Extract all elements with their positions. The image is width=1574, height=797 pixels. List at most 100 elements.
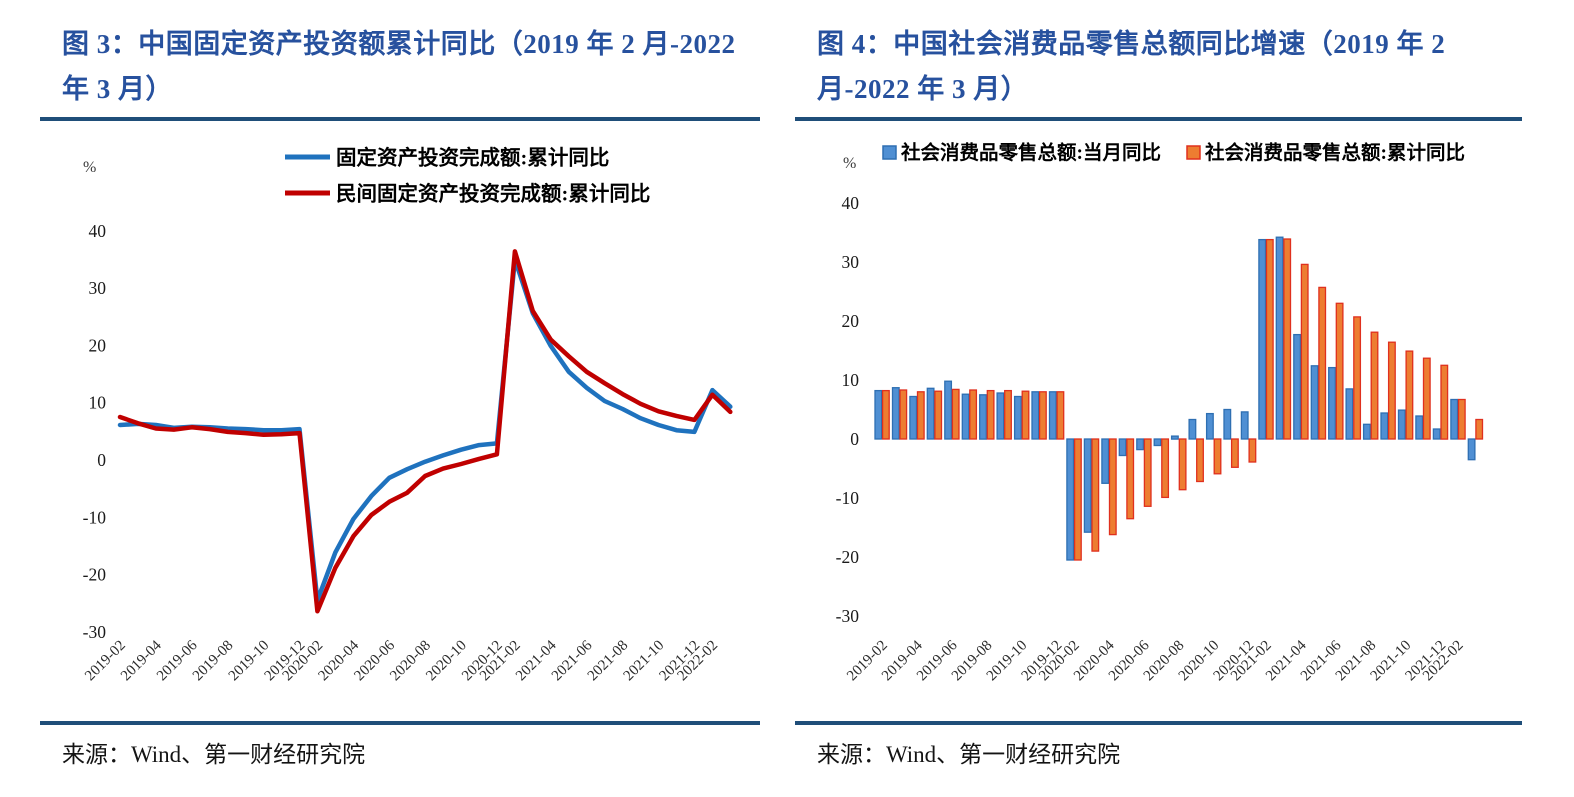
y-axis-tick-label: -30 <box>836 606 860 626</box>
figure4-source: 来源：Wind、第一财经研究院 <box>817 742 1121 767</box>
y-axis-tick-label: 40 <box>842 193 860 213</box>
bar <box>1048 391 1057 440</box>
bar <box>1031 391 1040 440</box>
bar <box>1335 302 1344 440</box>
bar <box>916 391 925 440</box>
bar <box>1265 238 1274 440</box>
bar <box>1328 366 1336 440</box>
bar <box>1004 389 1012 440</box>
bar <box>1153 438 1162 447</box>
figure4-title-rule <box>795 117 1522 121</box>
bar <box>1275 236 1284 440</box>
bar <box>1353 316 1362 440</box>
bar <box>1056 391 1065 440</box>
bar <box>1178 438 1187 491</box>
y-axis-tick-label: 10 <box>89 393 107 413</box>
y-axis-tick-label: -20 <box>836 547 860 567</box>
bar <box>1293 333 1302 440</box>
bar <box>1450 398 1459 440</box>
line-series-1 <box>117 249 733 614</box>
legend-swatch-square <box>1186 145 1201 160</box>
bar <box>986 389 995 440</box>
bar <box>969 389 978 440</box>
legend-label: 社会消费品零售总额:当月同比 <box>900 141 1161 164</box>
bar <box>1310 365 1319 440</box>
bar <box>1258 238 1267 440</box>
bar <box>1432 428 1441 440</box>
bar <box>874 389 883 440</box>
bar <box>1318 286 1327 440</box>
bar <box>1405 350 1414 440</box>
bar <box>1345 388 1354 440</box>
line-series-0 <box>117 257 733 603</box>
bar <box>1230 438 1239 468</box>
y-axis-tick-label: 0 <box>97 450 106 470</box>
legend-label: 固定资产投资完成额:累计同比 <box>336 146 609 170</box>
bar <box>951 388 960 440</box>
bar <box>891 387 900 440</box>
figure4-title: 图 4：中国社会消费品零售总额同比增速（2019 年 2 月-2022 年 3 … <box>817 29 1446 104</box>
figure3-title: 图 3：中国固定资产投资额累计同比（2019 年 2 月-2022 年 3 月） <box>62 29 736 104</box>
bar <box>1380 412 1389 440</box>
bar <box>1161 438 1170 499</box>
y-axis-tick-label: -20 <box>83 565 107 585</box>
bar <box>1457 398 1466 440</box>
figure3-source: 来源：Wind、第一财经研究院 <box>62 742 366 767</box>
bar <box>1440 364 1449 440</box>
bar <box>1038 391 1047 440</box>
bar <box>1415 415 1424 440</box>
bar <box>934 390 943 440</box>
bar <box>1475 418 1484 440</box>
bar <box>1205 412 1214 440</box>
bar <box>909 395 918 440</box>
bar <box>996 392 1005 440</box>
y-axis-tick-label: 30 <box>89 278 107 298</box>
bar <box>1283 238 1292 440</box>
y-axis-tick-label: -30 <box>83 622 107 642</box>
bar <box>1370 331 1379 440</box>
legend-swatch-square <box>882 145 897 160</box>
bar <box>1223 408 1232 440</box>
bar <box>1300 263 1309 440</box>
bar <box>1422 357 1431 440</box>
y-axis-tick-label: 30 <box>842 252 860 272</box>
y-axis-tick-label: 10 <box>842 370 860 390</box>
figure4-footer-rule <box>795 721 1522 725</box>
y-axis-unit-label: % <box>83 159 96 176</box>
bar-series-1 <box>881 238 1484 561</box>
bar <box>1013 395 1022 440</box>
bar <box>1248 438 1257 463</box>
y-axis-tick-label: -10 <box>836 488 860 508</box>
figure3-line-chart: %403020100-10-20-302019-022019-042019-06… <box>82 146 733 684</box>
bar <box>1108 438 1117 536</box>
bar <box>881 389 890 440</box>
bar <box>1196 438 1204 483</box>
bar <box>1118 438 1127 457</box>
legend-label: 民间固定资产投资完成额:累计同比 <box>336 182 650 206</box>
bar <box>1213 438 1222 475</box>
bar <box>1143 438 1152 507</box>
bar <box>1136 438 1145 451</box>
bar <box>1397 409 1406 440</box>
y-axis-unit-label: % <box>843 155 856 172</box>
bar <box>1066 438 1075 561</box>
figure3-panel: 图 3：中国固定资产投资额累计同比（2019 年 2 月-2022 年 3 月）… <box>40 0 760 797</box>
bar <box>1021 390 1030 440</box>
bar-series-0 <box>874 236 1476 561</box>
bar <box>979 394 987 440</box>
figure3-title-rule <box>40 117 760 121</box>
y-axis-tick-label: -10 <box>83 507 107 527</box>
bar <box>926 387 935 440</box>
bar <box>1188 418 1197 440</box>
y-axis-tick-label: 20 <box>842 311 860 331</box>
bar <box>944 380 953 440</box>
legend-label: 社会消费品零售总额:累计同比 <box>1204 141 1465 164</box>
bar <box>961 393 970 440</box>
bar <box>1170 435 1179 440</box>
y-axis-tick-label: 40 <box>89 221 107 241</box>
bar <box>1101 438 1110 484</box>
figure4-bar-chart: %403020100-10-20-302019-022019-042019-06… <box>836 141 1484 684</box>
y-axis-tick-label: 0 <box>850 429 859 449</box>
bar <box>899 389 908 440</box>
